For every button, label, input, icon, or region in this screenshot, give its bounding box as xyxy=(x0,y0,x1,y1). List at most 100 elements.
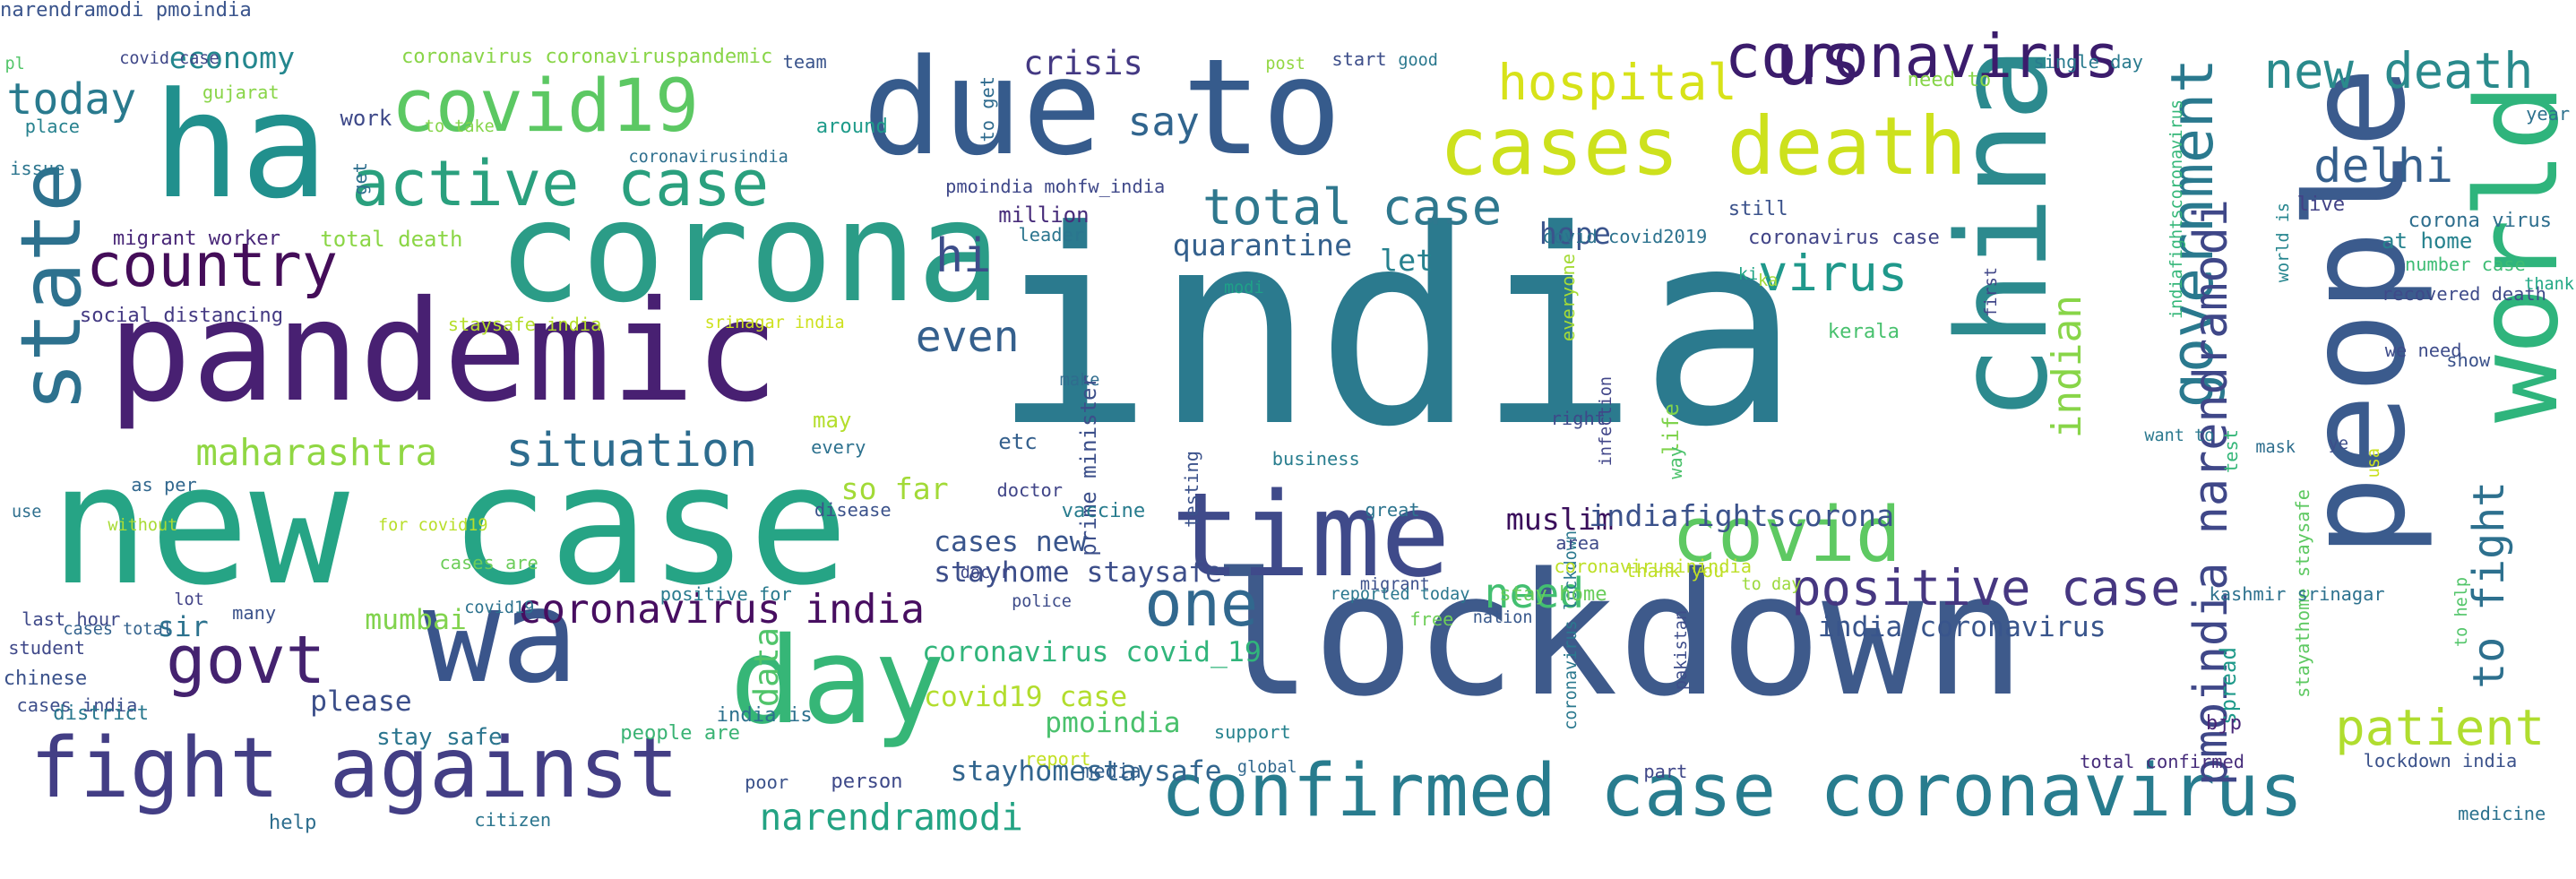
cloud-word: get xyxy=(349,162,372,196)
cloud-word: situation xyxy=(505,423,758,478)
cloud-word: doctor xyxy=(996,478,1063,501)
cloud-word: may xyxy=(812,408,852,434)
cloud-word: covid19 xyxy=(464,599,535,618)
cloud-word: medicine xyxy=(2458,802,2546,824)
cloud-word: india xyxy=(991,173,1801,487)
cloud-word: poor xyxy=(745,771,789,793)
cloud-word: year xyxy=(2526,102,2571,125)
cloud-word: covid xyxy=(1671,491,1902,581)
cloud-word: vaccine xyxy=(1061,499,1146,522)
cloud-word: crisis xyxy=(1023,43,1143,82)
cloud-word: one xyxy=(1144,566,1259,641)
cloud-word: maharashtra xyxy=(195,430,438,474)
cloud-word: quarantine xyxy=(1172,228,1353,263)
cloud-word: ye xyxy=(2328,434,2349,453)
cloud-word: many xyxy=(232,601,277,624)
cloud-word: doc r xyxy=(960,564,1011,583)
cloud-word: please xyxy=(310,685,412,719)
cloud-word: great xyxy=(1365,499,1420,521)
cloud-word: sir xyxy=(157,610,209,643)
cloud-word: let xyxy=(1380,242,1434,278)
cloud-word: cases death xyxy=(1439,100,1967,194)
cloud-word: pmoindia xyxy=(1045,707,1181,740)
cloud-word: lockdown india xyxy=(2363,749,2518,771)
cloud-word: coronavirus india xyxy=(517,586,926,633)
cloud-word: as per xyxy=(131,474,197,496)
cloud-word: thank you xyxy=(1624,560,1725,582)
cloud-word: india coronavirus xyxy=(1817,610,2106,643)
cloud-word: prime minister xyxy=(1076,375,1102,556)
cloud-word: leader xyxy=(1018,223,1085,246)
cloud-word: district xyxy=(53,701,150,725)
cloud-word: to help xyxy=(2452,577,2472,648)
cloud-word: without xyxy=(108,515,178,535)
cloud-word: live xyxy=(2296,192,2346,216)
cloud-word: indiafightscoronavirus xyxy=(2167,99,2187,320)
cloud-word: student xyxy=(8,636,86,659)
cloud-word: total confirmed xyxy=(2080,751,2245,773)
cloud-word: lockdown xyxy=(1210,536,2026,734)
cloud-word: area xyxy=(1555,532,1600,555)
cloud-word: start xyxy=(1331,47,1387,70)
cloud-word: new case xyxy=(49,428,849,623)
cloud-word: data xyxy=(746,626,786,707)
cloud-word: narendramodi pmoindia xyxy=(0,0,252,22)
cloud-word: pakistan xyxy=(1671,610,1691,691)
cloud-word: nation xyxy=(1472,608,1533,628)
cloud-word: social distancing xyxy=(79,303,284,327)
cloud-word: police xyxy=(1012,591,1072,611)
cloud-word: hospital xyxy=(1497,53,1737,112)
cloud-word: stayhome staysafe xyxy=(934,556,1223,589)
cloud-word: gujarat xyxy=(202,81,280,103)
cloud-word: muslim xyxy=(1505,501,1614,537)
cloud-word: corona xyxy=(497,170,1001,333)
cloud-word: day xyxy=(729,612,946,752)
cloud-word: testing xyxy=(1180,451,1202,529)
cloud-word: bjp xyxy=(2205,711,2242,735)
cloud-word: we need xyxy=(2384,340,2462,362)
cloud-word: pandemic xyxy=(108,270,780,433)
cloud-word: new death xyxy=(2263,41,2534,100)
cloud-word: free xyxy=(1409,608,1454,631)
cloud-word: coronavirus covid_19 xyxy=(922,635,1262,668)
cloud-word: infection xyxy=(1597,376,1616,467)
cloud-word: help xyxy=(268,810,317,834)
cloud-word: report xyxy=(1024,747,1091,770)
cloud-word: active case xyxy=(351,147,770,221)
cloud-word: mumbai xyxy=(365,604,467,637)
cloud-word: covid19 case xyxy=(924,680,1128,713)
cloud-word: right xyxy=(1550,408,1606,430)
cloud-word: country xyxy=(86,229,339,300)
cloud-word: first xyxy=(1981,267,2001,317)
cloud-word: media xyxy=(1081,759,1142,783)
cloud-word: positive for xyxy=(659,583,792,606)
cloud-word: cases india xyxy=(16,694,138,717)
cloud-word: pl xyxy=(4,54,25,73)
cloud-word: make xyxy=(1059,371,1100,391)
cloud-word: people are xyxy=(620,721,740,745)
cloud-word: support xyxy=(1213,721,1291,744)
cloud-word: kerala xyxy=(1827,320,1900,344)
cloud-word: staysafe india xyxy=(447,313,602,335)
cloud-word: at home xyxy=(2382,228,2473,254)
cloud-word: etc xyxy=(998,429,1038,455)
cloud-word: stay home xyxy=(1499,582,1607,606)
cloud-word: place xyxy=(24,116,81,138)
cloud-word: to take xyxy=(424,117,495,137)
cloud-word: covid covid2019 xyxy=(1542,225,1708,247)
cloud-word: usa xyxy=(2365,447,2384,478)
cloud-word: us xyxy=(1774,16,1863,102)
cloud-word: hope xyxy=(1538,216,1611,252)
cloud-word: world xyxy=(2451,82,2576,423)
cloud-word: virus xyxy=(1758,244,1908,303)
cloud-word: million xyxy=(998,202,1090,228)
cloud-word: want to xyxy=(2144,426,2215,445)
cloud-word: total death xyxy=(320,227,463,253)
cloud-word: every xyxy=(811,435,866,458)
cloud-word: good xyxy=(1398,51,1438,71)
cloud-word: confirmed case coronavirus xyxy=(1160,748,2304,834)
cloud-word: lot xyxy=(174,590,204,609)
cloud-word: govt xyxy=(166,621,326,699)
cloud-word: for covid19 xyxy=(378,515,488,535)
cloud-word: post xyxy=(1265,54,1305,73)
